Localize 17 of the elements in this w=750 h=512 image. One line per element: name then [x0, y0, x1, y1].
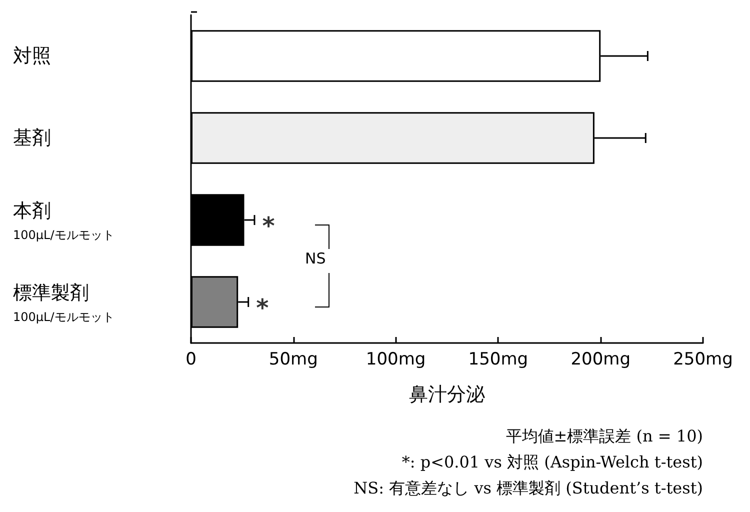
x-tick-label: 200mg	[570, 350, 631, 370]
x-tick-label: 150mg	[468, 350, 528, 370]
x-tick-label: 0	[186, 350, 196, 370]
x-tick-label: 100mg	[366, 350, 426, 370]
annotation: NS	[305, 250, 326, 268]
y-tick-label: 標準製剤 100μL/モルモット	[13, 282, 114, 324]
text: *: p<0.01 vs 対照 (Aspin-Welch t-test)	[402, 452, 703, 472]
annotation: *	[256, 294, 270, 322]
y-tick-label: 対照	[13, 45, 51, 67]
y-tick-label: 基剤	[13, 127, 51, 149]
x-axis-title: 鼻汁分泌	[409, 384, 485, 406]
y-tick-label: 本剤 100μL/モルモット	[13, 200, 114, 242]
x-tick-label: 250mg	[673, 350, 733, 370]
text: NS: 有意差なし vs 標準製剤 (Student’s t-test)	[354, 478, 703, 498]
annotation: *	[262, 212, 276, 240]
text: 平均値±標準誤差 (n = 10)	[506, 426, 703, 446]
x-tick-label: 50mg	[268, 350, 318, 370]
